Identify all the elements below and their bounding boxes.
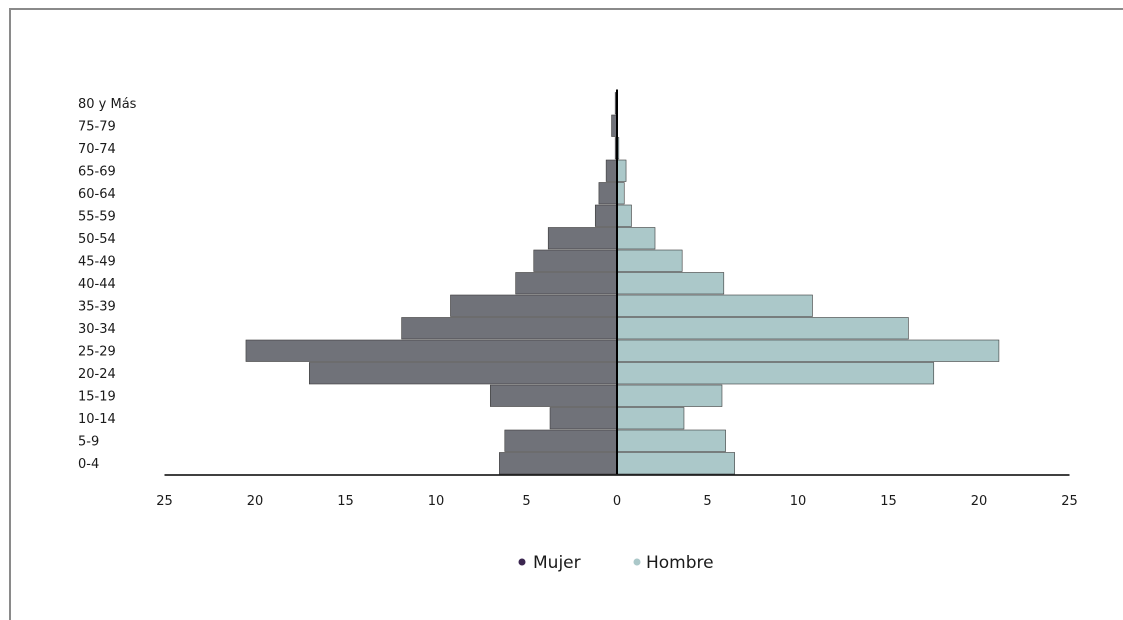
legend-label-hombre: Hombre [646,553,714,573]
bar-mujer-10-14 [549,407,618,430]
bar-mujer-50-54 [547,227,618,250]
category-label-25-29: 25-29 [78,344,116,359]
category-label-55-59: 55-59 [78,209,116,224]
bar-mujer-20-24 [308,362,618,385]
x-tick-label-0: 25 [156,494,173,509]
category-label-65-69: 65-69 [78,164,116,179]
x-tick-label-1: 20 [247,494,264,509]
bar-hombre-20-24 [616,362,935,385]
bar-hombre-5-9 [616,429,726,452]
chart-frame [9,8,1123,620]
bar-mujer-40-44 [515,272,618,295]
category-label-5-9: 5-9 [78,434,99,449]
bar-hombre-30-34 [616,317,909,340]
category-label-40-44: 40-44 [78,277,116,292]
bar-hombre-35-39 [616,294,813,317]
category-label-0-4: 0-4 [78,457,99,472]
category-label-30-34: 30-34 [78,322,116,337]
x-tick-label-3: 10 [428,494,445,509]
x-tick-label-6: 5 [703,494,711,509]
hombre-bars [616,137,1000,475]
x-tick-label-4: 5 [522,494,530,509]
bar-hombre-40-44 [616,272,725,295]
x-tick-label-7: 10 [790,494,807,509]
category-label-70-74: 70-74 [78,142,116,157]
legend: Mujer Hombre [518,553,714,573]
bar-hombre-50-54 [616,227,656,250]
x-tick-label-9: 20 [971,494,988,509]
bar-mujer-15-19 [489,384,618,407]
bar-mujer-45-49 [533,249,618,272]
bar-hombre-65-69 [616,159,627,182]
bar-hombre-60-64 [616,182,625,205]
bar-mujer-25-29 [245,339,618,362]
legend-marker-hombre [633,558,641,566]
category-label-20-24: 20-24 [78,367,116,382]
legend-marker-mujer [518,558,526,566]
bar-mujer-30-34 [401,317,618,340]
bar-hombre-0-4 [616,452,735,475]
bar-mujer-0-4 [499,452,618,475]
legend-label-mujer: Mujer [533,553,581,573]
x-tick-labels: 25 20 15 10 5 0 5 10 15 20 25 [156,494,1078,509]
bar-mujer-35-39 [450,294,618,317]
category-label-80-y-m-s: 80 y Más [78,97,137,112]
category-label-50-54: 50-54 [78,232,116,247]
bar-mujer-60-64 [598,182,618,205]
bar-hombre-55-59 [616,204,632,227]
bar-mujer-65-69 [605,159,618,182]
category-label-60-64: 60-64 [78,187,116,202]
x-tick-label-10: 25 [1061,494,1078,509]
x-tick-label-5: 0 [613,494,621,509]
category-label-10-14: 10-14 [78,412,116,427]
axes [164,89,1070,476]
bar-mujer-55-59 [594,204,618,227]
mujer-bars [245,92,618,475]
category-label-35-39: 35-39 [78,299,116,314]
category-label-15-19: 15-19 [78,389,116,404]
bar-hombre-25-29 [616,339,1000,362]
x-tick-label-8: 15 [880,494,897,509]
bar-hombre-45-49 [616,249,683,272]
bar-mujer-5-9 [504,429,618,452]
category-label-45-49: 45-49 [78,254,116,269]
bar-hombre-15-19 [616,384,723,407]
category-labels: 0-4 5-9 10-14 15-19 20-24 25-29 30-34 35-39 40-4… [78,97,137,472]
category-label-75-79: 75-79 [78,119,116,134]
x-tick-label-2: 15 [337,494,354,509]
bar-hombre-10-14 [616,407,685,430]
